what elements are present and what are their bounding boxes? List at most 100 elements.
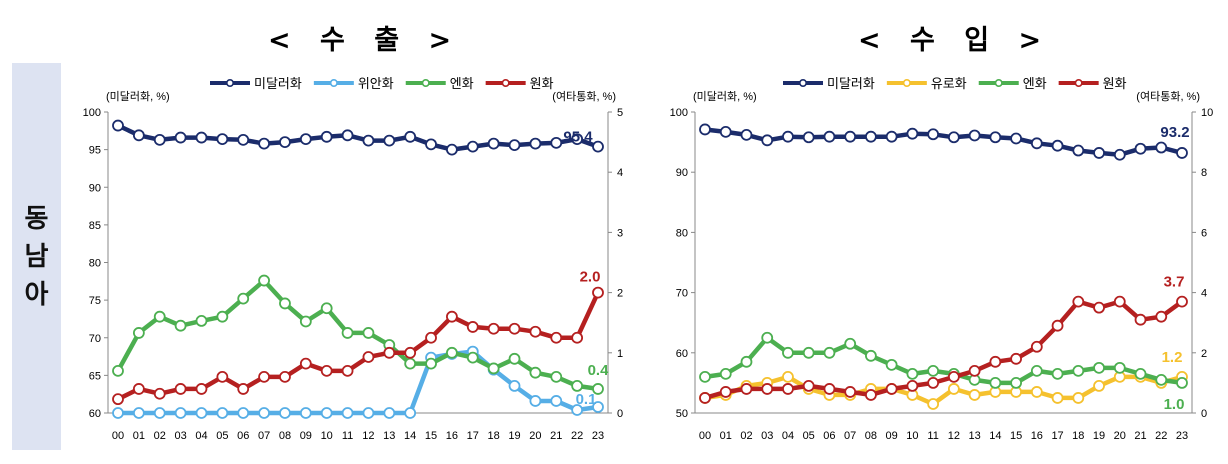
data-point xyxy=(1051,139,1064,152)
data-point xyxy=(1113,295,1126,308)
data-point xyxy=(174,407,187,419)
data-point xyxy=(508,139,521,152)
right-tick-label: 5 xyxy=(617,107,623,119)
left-tick-label: 95 xyxy=(89,145,101,157)
right-tick-label: 4 xyxy=(617,167,623,179)
data-point xyxy=(1010,352,1022,365)
data-point xyxy=(989,355,1002,368)
left-tick-label: 65 xyxy=(89,370,101,382)
data-point xyxy=(947,370,960,383)
data-point xyxy=(782,346,794,359)
data-point xyxy=(1030,364,1043,377)
x-tick-label: 20 xyxy=(529,430,541,442)
x-tick-label: 03 xyxy=(761,430,773,442)
data-point xyxy=(425,357,437,370)
x-tick-label: 14 xyxy=(404,430,416,442)
x-tick-label: 01 xyxy=(133,430,145,442)
data-point xyxy=(258,137,270,150)
left-axis-title: (미달러화, %) xyxy=(106,90,170,103)
data-point xyxy=(320,130,333,143)
data-point xyxy=(404,346,417,359)
x-tick-label: 05 xyxy=(803,430,815,442)
data-point xyxy=(906,380,919,392)
data-point xyxy=(1093,361,1105,374)
data-point xyxy=(508,352,521,365)
x-tick-label: 10 xyxy=(906,430,918,442)
end-value-label: 2.0 xyxy=(580,269,601,286)
data-point xyxy=(1113,361,1126,374)
data-point xyxy=(112,364,124,377)
data-point xyxy=(1093,301,1105,314)
export-chart-title: < 수 출 > xyxy=(268,25,455,56)
data-point xyxy=(1093,380,1105,392)
data-point xyxy=(699,370,711,383)
data-point xyxy=(782,370,794,383)
legend-swatch-marker xyxy=(994,79,1003,88)
data-point xyxy=(237,292,250,305)
data-point xyxy=(153,407,166,419)
data-point xyxy=(216,133,229,145)
legend-label: 원화 xyxy=(530,76,554,91)
legend-swatch-marker xyxy=(902,79,911,88)
data-point xyxy=(446,143,458,156)
data-point xyxy=(823,383,836,395)
data-point xyxy=(383,134,396,147)
data-point xyxy=(362,351,375,363)
left-tick-label: 70 xyxy=(89,333,101,345)
data-point xyxy=(341,327,354,339)
data-point xyxy=(844,337,857,350)
data-point xyxy=(550,136,563,149)
region-label-panel: 동남아 xyxy=(12,63,61,450)
x-tick-label: 21 xyxy=(550,430,562,442)
right-tick-label: 8 xyxy=(1201,167,1207,179)
x-tick-label: 18 xyxy=(1072,430,1084,442)
data-point xyxy=(1010,132,1022,145)
data-point xyxy=(761,134,774,147)
legend-label: 위안화 xyxy=(358,76,394,91)
right-tick-label: 0 xyxy=(1201,408,1207,420)
data-point xyxy=(906,127,919,140)
data-point xyxy=(1072,295,1085,308)
data-point xyxy=(927,128,940,141)
data-point xyxy=(195,383,208,395)
data-point xyxy=(989,131,1002,144)
data-point xyxy=(153,133,166,146)
x-tick-label: 14 xyxy=(989,430,1001,442)
data-point xyxy=(571,133,584,145)
data-point xyxy=(1176,295,1188,308)
data-point xyxy=(279,407,291,419)
data-point xyxy=(279,297,291,310)
x-tick-label: 19 xyxy=(1093,430,1105,442)
data-point xyxy=(592,286,604,299)
right-tick-label: 1 xyxy=(617,348,623,360)
data-point xyxy=(571,331,584,344)
series-line xyxy=(115,123,601,152)
data-point xyxy=(740,128,753,141)
data-point xyxy=(550,395,563,407)
data-point xyxy=(865,130,877,143)
data-point xyxy=(1051,392,1064,404)
end-value-label: 0.1 xyxy=(576,391,597,408)
x-tick-label: 09 xyxy=(886,430,898,442)
left-tick-label: 80 xyxy=(676,227,688,239)
left-tick-label: 90 xyxy=(676,167,688,179)
data-point xyxy=(132,407,145,419)
x-tick-label: 03 xyxy=(174,430,186,442)
left-tick-label: 60 xyxy=(676,348,688,360)
data-point xyxy=(844,386,857,398)
data-point xyxy=(699,123,711,136)
x-tick-label: 09 xyxy=(300,430,312,442)
data-point xyxy=(132,129,145,142)
data-point xyxy=(1072,392,1085,404)
series-line xyxy=(115,278,601,392)
data-point xyxy=(487,362,500,375)
x-tick-label: 06 xyxy=(823,430,835,442)
data-point xyxy=(112,407,124,419)
x-tick-label: 15 xyxy=(425,430,437,442)
data-point xyxy=(592,383,604,395)
data-point xyxy=(719,367,732,380)
data-point xyxy=(299,315,312,328)
region-label: 동남아 xyxy=(24,203,49,310)
data-point xyxy=(508,322,521,335)
data-point xyxy=(927,398,940,410)
